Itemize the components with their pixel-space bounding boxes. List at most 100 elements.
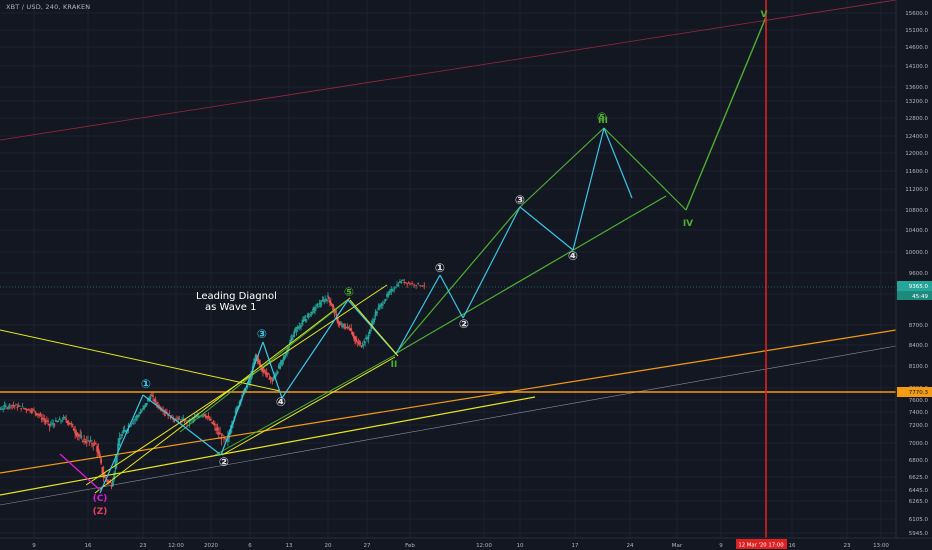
candle-body	[229, 429, 232, 435]
candle-body	[100, 458, 102, 464]
candle-body	[318, 302, 321, 305]
price-tick-label: 5945.0	[909, 531, 929, 537]
candle-body	[376, 311, 378, 314]
candle-body	[353, 335, 355, 339]
candle-body	[201, 415, 204, 417]
candle-body	[338, 322, 341, 325]
candle-body	[47, 421, 50, 423]
candle-body	[365, 337, 367, 340]
wave-label: (Z)	[93, 507, 108, 517]
candle-body	[298, 326, 301, 328]
cyan-wave-segment	[220, 341, 264, 456]
candle-body	[71, 424, 74, 425]
candle-body	[1, 409, 3, 410]
candle-body	[380, 303, 383, 306]
candle-body	[109, 481, 112, 483]
magenta-wave-c-line	[59, 453, 101, 491]
candle-body	[330, 303, 333, 307]
candle-body	[134, 418, 137, 420]
candle-body	[319, 303, 322, 305]
candle-body	[70, 423, 73, 425]
candle-body	[196, 415, 199, 417]
level-badge	[897, 387, 932, 397]
candle-body	[33, 409, 35, 411]
cyan-wave-segment	[262, 341, 283, 399]
candle-body	[89, 439, 92, 441]
candle-body	[118, 438, 121, 446]
candle-body	[371, 320, 374, 326]
price-tick-label: 10400.0	[905, 228, 928, 234]
candle-body	[97, 448, 100, 454]
candle-body	[184, 419, 187, 421]
candle-body	[131, 422, 134, 424]
candle-body	[374, 311, 377, 316]
candle-body	[17, 406, 20, 407]
candle-body	[423, 285, 426, 287]
candle-body	[300, 326, 302, 327]
candle-body	[400, 281, 403, 283]
candle-body	[205, 415, 207, 418]
price-tick-label: 8100.0	[909, 364, 929, 370]
candle-body	[278, 366, 281, 368]
wave-label: ①	[435, 261, 445, 275]
candle-body	[367, 335, 370, 340]
candle-body	[258, 360, 261, 363]
candle-body	[315, 307, 317, 309]
candle-body	[144, 403, 147, 407]
candle-body	[238, 401, 241, 405]
candle-body	[377, 307, 380, 310]
candle-body	[132, 420, 135, 422]
time-tick-label: 9	[719, 543, 723, 549]
candle-body	[34, 411, 37, 413]
candle-body	[143, 405, 146, 409]
candle-body	[294, 328, 297, 331]
candle-body	[312, 308, 315, 311]
candle-body	[341, 325, 343, 327]
candle-body	[245, 389, 247, 392]
countdown-badge	[897, 291, 932, 300]
candle-body	[326, 299, 328, 301]
wave-label: ③	[515, 193, 525, 207]
candle-body	[417, 282, 420, 284]
candle-body	[317, 306, 320, 308]
price-tick-label: 14600.0	[905, 45, 928, 51]
candle-body	[360, 345, 363, 347]
candle-body	[83, 438, 86, 440]
wave-label: ③	[257, 327, 267, 341]
wave-label: (C)	[93, 494, 108, 504]
candle-body	[419, 285, 422, 287]
candle-body	[253, 358, 256, 363]
green-wave-3-top	[519, 127, 605, 208]
candle-body	[193, 417, 196, 419]
candle-body	[153, 399, 156, 402]
yellow-descending-line	[0, 329, 281, 392]
candle-body	[324, 299, 327, 301]
candle-body	[29, 410, 32, 412]
candle-body	[366, 338, 368, 340]
candle-body	[357, 342, 360, 344]
candle-body	[293, 330, 296, 334]
cyan-wave-segment	[142, 394, 222, 456]
candle-body	[52, 423, 55, 425]
candle-body	[309, 313, 312, 315]
candle-body	[101, 466, 104, 474]
candle-body	[256, 358, 259, 362]
candle-body	[289, 339, 292, 343]
price-tick-label: 9600.0	[909, 271, 929, 277]
candle-body	[247, 381, 250, 385]
candle-body	[362, 344, 365, 346]
candle-body	[352, 333, 354, 337]
candle-body	[347, 327, 350, 329]
green-wave-5	[685, 16, 767, 211]
candle-body	[140, 410, 143, 413]
candle-body	[409, 283, 411, 285]
candle-body	[292, 334, 295, 337]
candle-body	[271, 380, 274, 382]
candle-body	[276, 371, 279, 374]
candle-body	[85, 441, 88, 444]
candle-body	[327, 295, 329, 297]
candle-body	[104, 476, 106, 479]
candle-body	[119, 437, 122, 440]
